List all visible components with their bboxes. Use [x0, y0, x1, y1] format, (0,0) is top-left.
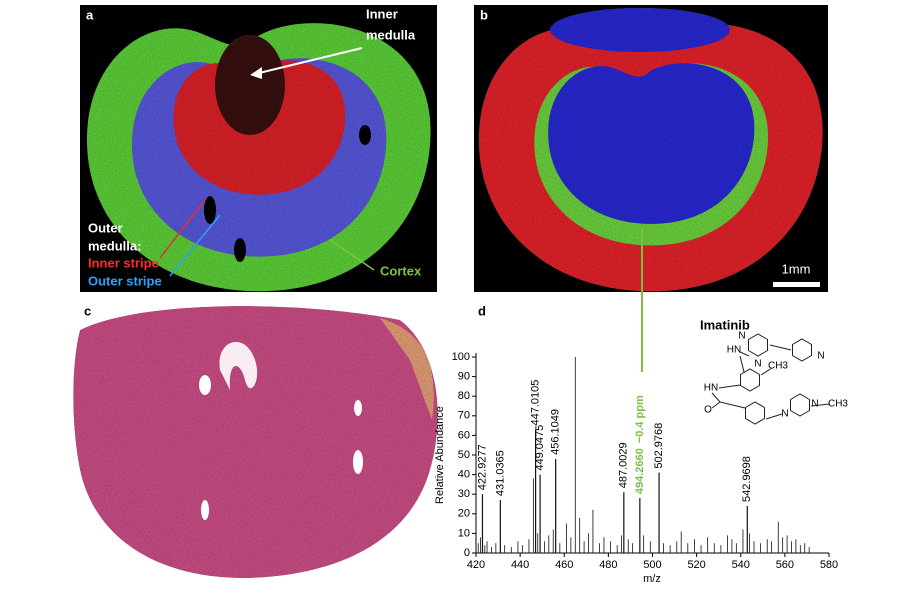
atom-label: N: [738, 331, 745, 342]
panel-d: d Relative Abundance m/z 0 10 20 30 40 50 60 70…: [434, 303, 838, 584]
y-tick-label: 0: [464, 547, 470, 559]
x-tick-label: 580: [820, 559, 838, 571]
atom-label: CH3: [828, 399, 848, 410]
panel-letter: d: [478, 303, 486, 318]
bond: [739, 355, 745, 373]
pointer: [159, 199, 206, 259]
atom-label: N: [817, 351, 824, 362]
annotation: medulla:: [88, 238, 141, 253]
scale-bar: [773, 282, 820, 287]
y-tick-label: 40: [458, 469, 470, 481]
peak-mz: 494.2660: [634, 448, 646, 494]
atom-label: CH3: [768, 361, 788, 372]
kidney-image-a: [86, 23, 431, 292]
peak-label: 542.9698: [741, 456, 753, 502]
panel-b: 1mm b: [474, 5, 828, 372]
bond: [769, 344, 792, 351]
y-tick-label: 10: [458, 527, 470, 539]
ring: [790, 393, 810, 417]
molecule: Imatinib N N HN N HN O N N CH3 CH3: [700, 317, 848, 425]
panel-a: a Inner medulla Outer medulla: Inner str…: [80, 5, 437, 292]
panel-letter: a: [86, 7, 94, 22]
highlight-label: 494.2660 −0.4 ppm: [634, 395, 646, 494]
peak-label: 487.0029: [618, 442, 630, 488]
peak-label: 456.1049: [550, 409, 562, 455]
panel-c: c: [73, 303, 438, 579]
bond: [739, 351, 750, 357]
ring: [792, 338, 812, 362]
annotation: Inner: [366, 6, 398, 21]
bond: [760, 367, 773, 376]
x-tick-label: 440: [511, 559, 529, 571]
annotation: medulla: [366, 27, 416, 42]
peak-label: 449.0475: [534, 425, 546, 471]
annotation: Cortex: [380, 263, 422, 278]
y-tick-label: 90: [458, 371, 470, 383]
x-axis-label: m/z: [643, 573, 661, 585]
annotation: Inner stripe: [88, 255, 159, 270]
x-tick-label: 500: [643, 559, 661, 571]
pointer: [329, 239, 375, 271]
scale-bar-label: 1mm: [782, 261, 811, 276]
x-tick-label: 420: [467, 559, 485, 571]
atom-label: N: [754, 359, 761, 370]
x-tick-label: 520: [687, 559, 705, 571]
y-tick-label: 50: [458, 449, 470, 461]
atom-label: HN: [727, 345, 741, 356]
molecule-name: Imatinib: [700, 317, 750, 332]
peak-label: 447.0105: [529, 380, 541, 426]
peak-label: 502.9768: [653, 423, 665, 469]
annotation: Outer stripe: [88, 273, 162, 288]
pointer: [169, 214, 221, 277]
y-tick-label: 20: [458, 508, 470, 520]
y-axis-label: Relative Abundance: [434, 406, 446, 504]
atom-label: HN: [704, 383, 718, 394]
bond: [810, 403, 831, 407]
y-tick-label: 30: [458, 488, 470, 500]
atom-label: O: [704, 405, 712, 416]
ring: [745, 401, 765, 425]
bond: [711, 401, 721, 409]
he-stain-image: [73, 306, 438, 579]
bond: [711, 392, 721, 403]
bond: [718, 384, 741, 389]
panel-letter: b: [480, 7, 488, 22]
bond: [765, 413, 783, 420]
atom-label: N: [811, 399, 818, 410]
x-tick-label: 560: [776, 559, 794, 571]
kidney-image-b: [478, 8, 823, 292]
y-tick-label: 100: [452, 351, 470, 363]
annotation: Outer: [88, 220, 123, 235]
x-tick-label: 460: [555, 559, 573, 571]
y-tick-label: 80: [458, 390, 470, 402]
x-tick-label: 480: [599, 559, 617, 571]
arrow: [254, 47, 363, 75]
peak-label: 431.0365: [494, 450, 506, 496]
y-tick-label: 70: [458, 410, 470, 422]
arrow-head: [250, 67, 262, 79]
y-tick-label: 60: [458, 429, 470, 441]
atom-label: N: [781, 409, 788, 420]
bond: [719, 401, 746, 409]
mass-error: −0.4 ppm: [634, 395, 646, 443]
x-tick-label: 540: [732, 559, 750, 571]
peak-label: 422.9277: [476, 444, 488, 490]
ring: [748, 333, 768, 357]
panel-letter: c: [84, 303, 91, 318]
ring: [740, 368, 760, 392]
